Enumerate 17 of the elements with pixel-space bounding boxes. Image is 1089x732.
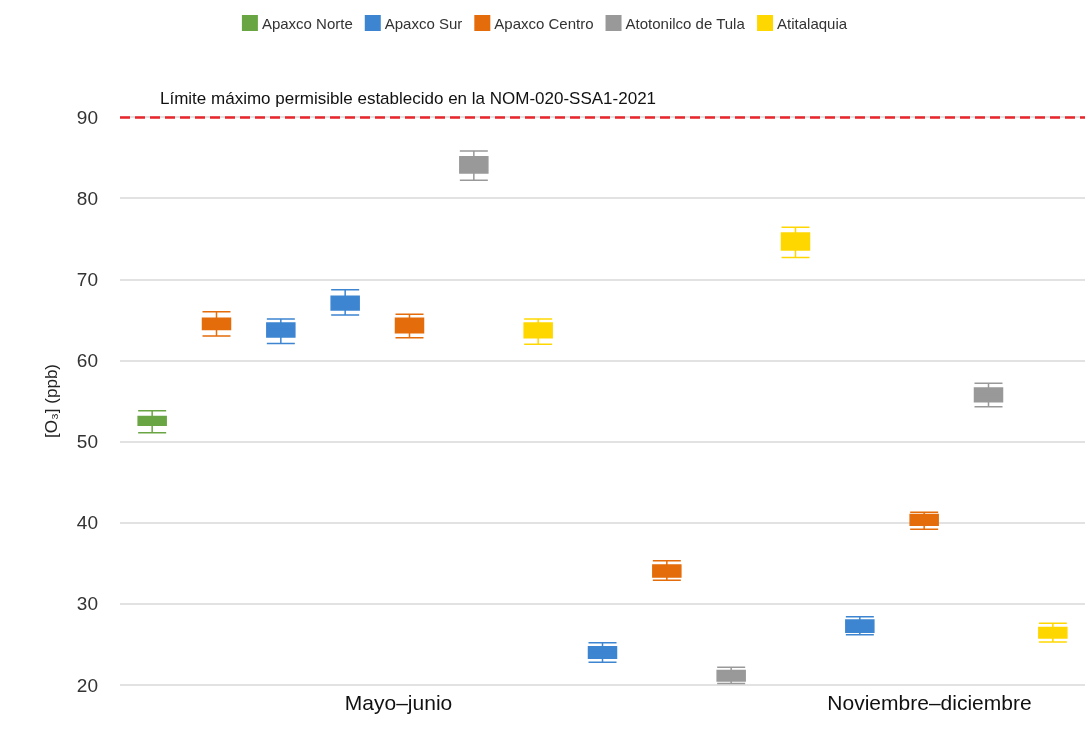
legend-label: Apaxco Sur [384,14,463,32]
y-tick-label: 60 [76,349,98,371]
legend-label: Apaxco Norte [261,14,353,32]
y-tick-label: 80 [76,187,98,209]
legend-label: Atotonilco de Tula [625,14,746,32]
y-tick-label: 50 [76,431,98,453]
text: Noviembre–diciembre [827,691,1032,714]
legend-label: Atitalaquia [777,14,848,32]
ref-line-label: Límite máximo permisible establecido en la NOM-020-SSA1-2021 [160,89,657,108]
y-tick-label: 70 [76,268,98,290]
y-tick-label: 40 [76,512,98,534]
legend-label: Apaxco Centro [494,14,594,32]
y-tick-label: 30 [76,593,98,615]
y-axis-title: [O₃] (ppb) [42,363,61,439]
y-tick-label: 90 [76,106,98,128]
text: Mayo–junio [344,691,453,714]
y-tick-label: 20 [76,674,98,696]
